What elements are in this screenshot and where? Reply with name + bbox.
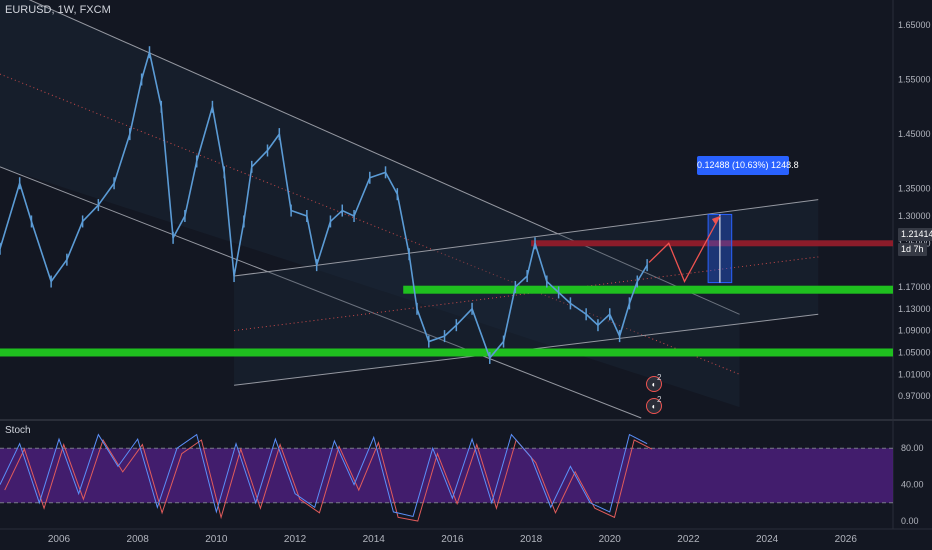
price-tick: 1.55000 [898, 75, 931, 85]
measure-label[interactable]: 0.12488 (10.63%) 1248.8 [697, 156, 799, 175]
stoch-k-line [0, 433, 648, 518]
resistance-level [531, 240, 893, 247]
stoch-level-tick: 40.00 [901, 480, 924, 490]
time-tick: 2014 [363, 534, 386, 545]
price-line [0, 51, 648, 359]
time-tick: 2008 [127, 534, 150, 545]
flag-icon[interactable]: ◐ [646, 376, 662, 392]
stoch-level-tick: 0.00 [901, 516, 919, 526]
price-tick: 1.01000 [898, 369, 931, 379]
channel-upper-line [28, 0, 740, 315]
support-level [403, 285, 893, 294]
stoch-level-tick: 80.00 [901, 443, 924, 453]
price-tick: 1.45000 [898, 129, 931, 139]
price-tick: 1.30000 [898, 211, 931, 221]
time-tick: 2010 [205, 534, 228, 545]
channel-fill [0, 0, 740, 407]
projection-arrowhead [711, 216, 720, 225]
time-tick: 2006 [48, 534, 71, 545]
price-tag: 1.21414 [898, 228, 932, 241]
time-tick: 2018 [520, 534, 543, 545]
time-tick: 2016 [441, 534, 464, 545]
time-tick: 2022 [677, 534, 700, 545]
price-tick: 1.17000 [898, 282, 931, 292]
price-tick: 0.97000 [898, 391, 931, 401]
time-tick: 2020 [599, 534, 622, 545]
event-count: 2 [657, 395, 662, 404]
projection-path [648, 215, 721, 284]
price-tick: 1.13000 [898, 304, 931, 314]
flag-icon[interactable]: ◐ [646, 398, 662, 414]
rising-channel-upper-line [234, 199, 819, 277]
time-tick: 2024 [756, 534, 779, 545]
stoch-label: Stoch [5, 425, 31, 436]
time-tick: 2012 [284, 534, 307, 545]
price-tick: 1.65000 [898, 20, 931, 30]
stoch-d-line [4, 438, 653, 522]
support-level [0, 348, 893, 357]
event-count: 2 [657, 373, 662, 382]
price-tick: 1.09000 [898, 326, 931, 336]
price-tick: 1.35000 [898, 184, 931, 194]
countdown-tag: 1d 7h [898, 243, 927, 256]
channel-lower-line [0, 166, 642, 419]
time-tick: 2026 [835, 534, 858, 545]
ticker-label: EURUSD, 1W, FXCM [5, 4, 111, 16]
price-tick: 1.05000 [898, 347, 931, 357]
